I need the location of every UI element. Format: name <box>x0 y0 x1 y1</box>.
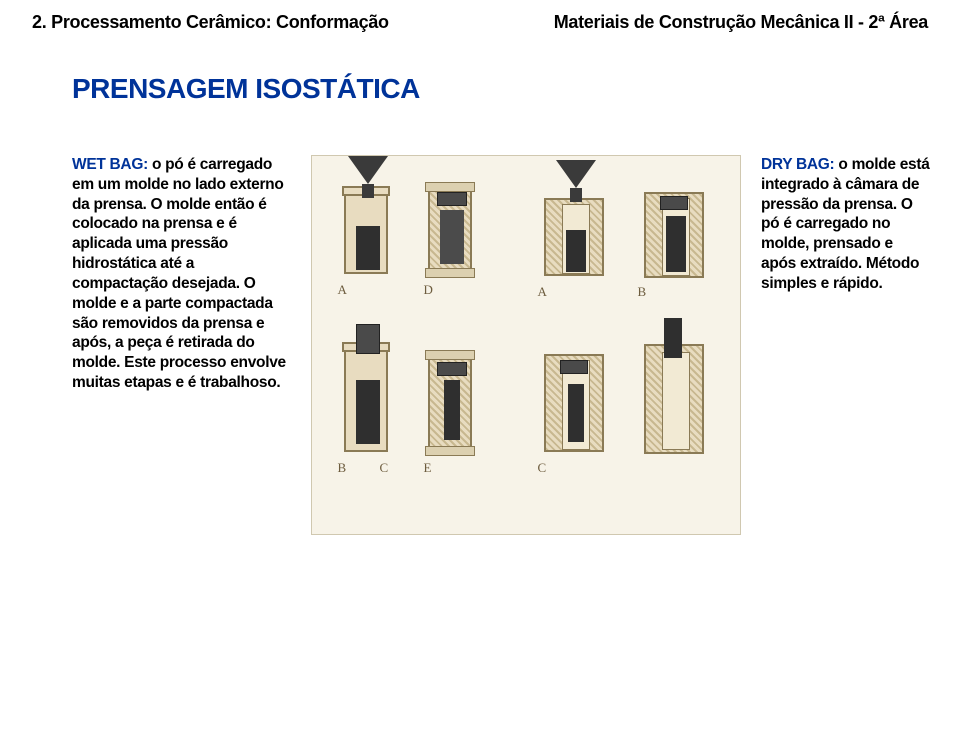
header-right: Materiais de Construção Mecânica II - 2ª… <box>554 12 928 33</box>
dry-bag-body: o molde está integrado à câmara de press… <box>761 156 930 292</box>
diagram-container: A D B <box>308 155 743 535</box>
dry-bag-label: DRY BAG: <box>761 156 834 173</box>
label-h: C <box>538 460 547 476</box>
wet-bag-label: WET BAG: <box>72 156 148 173</box>
label-d: D <box>424 282 433 298</box>
header-left: 2. Processamento Cerâmico: Conformação <box>32 12 389 33</box>
dry-bag-text: DRY BAG: o molde está integrado à câmara… <box>761 155 931 535</box>
label-e: E <box>424 460 432 476</box>
content-row: WET BAG: o pó é carregado em um molde no… <box>0 105 960 535</box>
label-b: B <box>338 460 347 476</box>
wet-bag-body: o pó é carregado em um molde no lado ext… <box>72 156 286 391</box>
wet-bag-text: WET BAG: o pó é carregado em um molde no… <box>72 155 290 535</box>
label-g: B <box>638 284 647 300</box>
label-a: A <box>338 282 347 298</box>
process-diagram: A D B <box>311 155 741 535</box>
label-c: C <box>380 460 389 476</box>
page-title: PRENSAGEM ISOSTÁTICA <box>0 33 960 105</box>
label-f: A <box>538 284 547 300</box>
